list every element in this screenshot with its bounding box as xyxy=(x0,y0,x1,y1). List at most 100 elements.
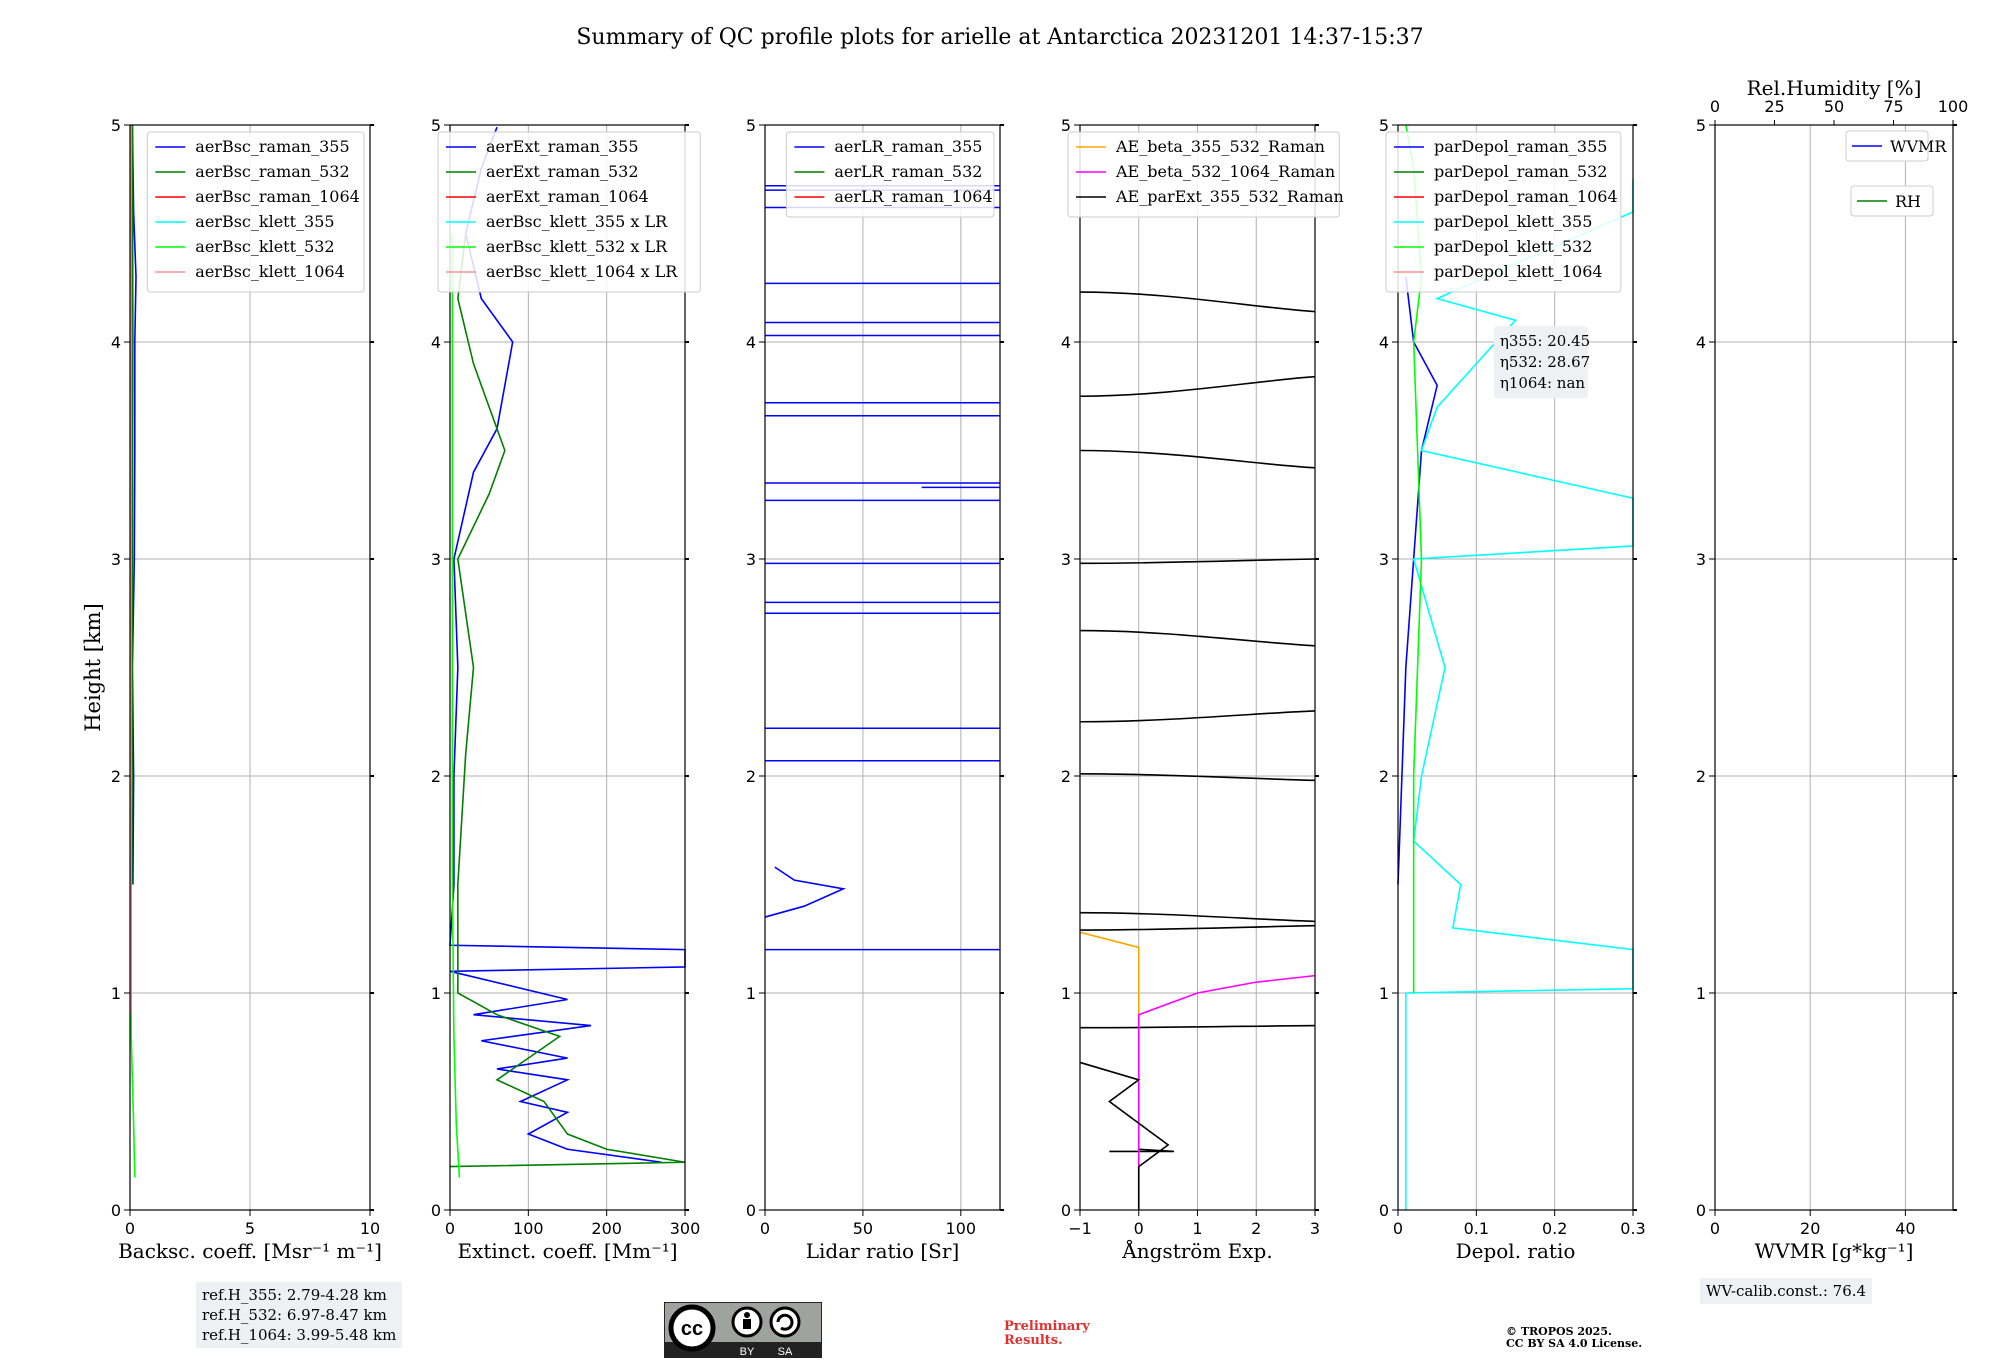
x-axis-label: Extinct. coeff. [Mm⁻¹] xyxy=(457,1239,677,1263)
x-tick-label: 0.1 xyxy=(1464,1219,1489,1238)
x-tick-label: 10 xyxy=(360,1219,380,1238)
x-tick-label: 0.2 xyxy=(1542,1219,1567,1238)
legend-entry: aerBsc_klett_1064 xyxy=(195,262,344,281)
top-tick-label: 75 xyxy=(1883,97,1903,116)
y-tick-label: 0 xyxy=(1379,1201,1389,1220)
ae-parext-segment xyxy=(1079,710,1316,723)
top-axis-label: Rel.Humidity [%] xyxy=(1747,76,1922,100)
series-AE_beta_355_532_Raman xyxy=(1079,931,1140,1015)
y-tick-label: 4 xyxy=(111,333,121,352)
legend-entry: parDepol_raman_1064 xyxy=(1434,187,1618,206)
y-tick-label: 2 xyxy=(746,767,756,786)
x-tick-label: 50 xyxy=(853,1219,873,1238)
eta-annotation-line: η532: 28.67 xyxy=(1500,353,1590,371)
legend-entry: aerLR_raman_355 xyxy=(834,137,982,156)
svg-text:cc: cc xyxy=(681,1318,703,1340)
panel-depol: 0 0.1 0.2 0.3 0 1 2 3 4 5 Depol. ratio parDepol_ram… xyxy=(1379,116,1646,1263)
y-tick-label: 2 xyxy=(1696,767,1706,786)
y-tick-label: 3 xyxy=(431,550,441,569)
legend-box xyxy=(1067,131,1340,218)
y-tick-label: 0 xyxy=(746,1201,756,1220)
legend-entry: aerBsc_raman_355 xyxy=(195,137,349,156)
legend-entry: aerExt_raman_1064 xyxy=(486,187,649,206)
legend-entry: aerBsc_klett_1064 x LR xyxy=(486,262,678,281)
y-tick-label: 2 xyxy=(1061,767,1071,786)
legend-entry: parDepol_klett_532 xyxy=(1434,237,1592,256)
legend-entry: parDepol_raman_532 xyxy=(1434,162,1607,181)
ae-parext-segment xyxy=(1079,911,1316,923)
panel-lr: 0 50 100 0 1 2 3 4 5 Lidar ratio [Sr] aerLR_raman_… xyxy=(746,116,1004,1263)
legend-entry: aerExt_raman_355 xyxy=(486,137,639,156)
y-tick-label: 3 xyxy=(111,550,121,569)
x-tick-label: 300 xyxy=(670,1219,701,1238)
ae-parext-segment xyxy=(1079,629,1316,647)
x-tick-label: 20 xyxy=(1800,1219,1820,1238)
top-tick-label: 25 xyxy=(1764,97,1784,116)
cc-license-badge: cc BY SA xyxy=(664,1302,822,1358)
series-AE_parExt_355_532_Raman xyxy=(1079,1061,1170,1210)
eta-annotation-line: η355: 20.45 xyxy=(1500,332,1590,350)
x-tick-label: −1 xyxy=(1068,1219,1092,1238)
legend-entry: aerBsc_klett_355 xyxy=(195,212,334,231)
wv-calibration-note: WV-calib.const.: 76.4 xyxy=(1700,1278,1873,1304)
legend-box xyxy=(1845,130,1929,162)
series-aerBsc_raman_355 xyxy=(131,124,137,885)
y-tick-label: 5 xyxy=(1379,116,1389,135)
legend-entry: AE_beta_355_532_Raman xyxy=(1115,137,1325,156)
legend-entry: aerExt_raman_532 xyxy=(486,162,639,181)
axes-frame xyxy=(1397,124,1634,1211)
legend-entry: aerLR_raman_532 xyxy=(834,162,982,181)
y-tick-label: 2 xyxy=(431,767,441,786)
y-tick-label: 0 xyxy=(111,1201,121,1220)
y-tick-label: 5 xyxy=(1061,116,1071,135)
x-tick-label: 1 xyxy=(1192,1219,1202,1238)
x-tick-label: 100 xyxy=(946,1219,977,1238)
x-tick-label: 5 xyxy=(245,1219,255,1238)
ref-height-1064: ref.H_1064: 3.99-5.48 km xyxy=(202,1326,397,1344)
series-aerExt_raman_532 xyxy=(449,233,686,1168)
y-tick-label: 1 xyxy=(1061,984,1071,1003)
y-tick-label: 4 xyxy=(1696,333,1706,352)
top-tick-label: 50 xyxy=(1824,97,1844,116)
legend-box xyxy=(785,131,995,218)
legend-entry: parDepol_raman_355 xyxy=(1434,137,1607,156)
y-tick-label: 4 xyxy=(1061,333,1071,352)
axes-frame xyxy=(449,124,686,1211)
y-tick-label: 5 xyxy=(746,116,756,135)
panel-wv: 0 20 40 0 1 2 3 4 5 WVMR [g*kg⁻¹] 0 25 50 75 100 Rel.Hu… xyxy=(1696,76,1968,1263)
y-tick-label: 1 xyxy=(1379,984,1389,1003)
x-tick-label: 200 xyxy=(591,1219,622,1238)
x-axis-label: Backsc. coeff. [Msr⁻¹ m⁻¹] xyxy=(118,1239,382,1263)
series-aerLR_raman_355 xyxy=(764,866,847,918)
cc-icon xyxy=(668,1304,716,1352)
reference-heights-note: ref.H_355: 2.79-4.28 km ref.H_532: 6.97-… xyxy=(196,1282,403,1348)
ae-parext-segment xyxy=(1079,375,1316,398)
y-tick-label: 1 xyxy=(746,984,756,1003)
legend-entry: AE_beta_532_1064_Raman xyxy=(1115,162,1335,181)
x-tick-label: 0 xyxy=(1134,1219,1144,1238)
ae-parext-segment xyxy=(1079,558,1316,565)
y-axis-label: Height [km] xyxy=(81,603,105,732)
y-tick-label: 0 xyxy=(1061,1201,1071,1220)
y-tick-label: 1 xyxy=(111,984,121,1003)
legend-entry: aerBsc_raman_1064 xyxy=(195,187,360,206)
panel-ext: 0 100 200 300 0 1 2 3 4 5 Extinct. coeff. [Mm⁻¹] ae… xyxy=(431,116,701,1263)
sa-label: SA xyxy=(778,1346,793,1358)
legend-entry: aerBsc_klett_355 x LR xyxy=(486,212,668,231)
by-label: BY xyxy=(740,1346,755,1358)
legend-entry: aerBsc_klett_532 x LR xyxy=(486,237,668,256)
preliminary-results-label: Preliminary Results. xyxy=(1004,1319,1090,1348)
y-tick-label: 5 xyxy=(1696,116,1706,135)
top-tick-label: 0 xyxy=(1710,97,1720,116)
top-tick-label: 100 xyxy=(1938,97,1969,116)
y-tick-label: 3 xyxy=(746,550,756,569)
y-tick-label: 4 xyxy=(746,333,756,352)
x-tick-label: 0 xyxy=(125,1219,135,1238)
eta-annotation-line: η1064: nan xyxy=(1500,374,1586,392)
x-tick-label: 100 xyxy=(513,1219,544,1238)
ae-parext-segment xyxy=(1079,291,1316,313)
